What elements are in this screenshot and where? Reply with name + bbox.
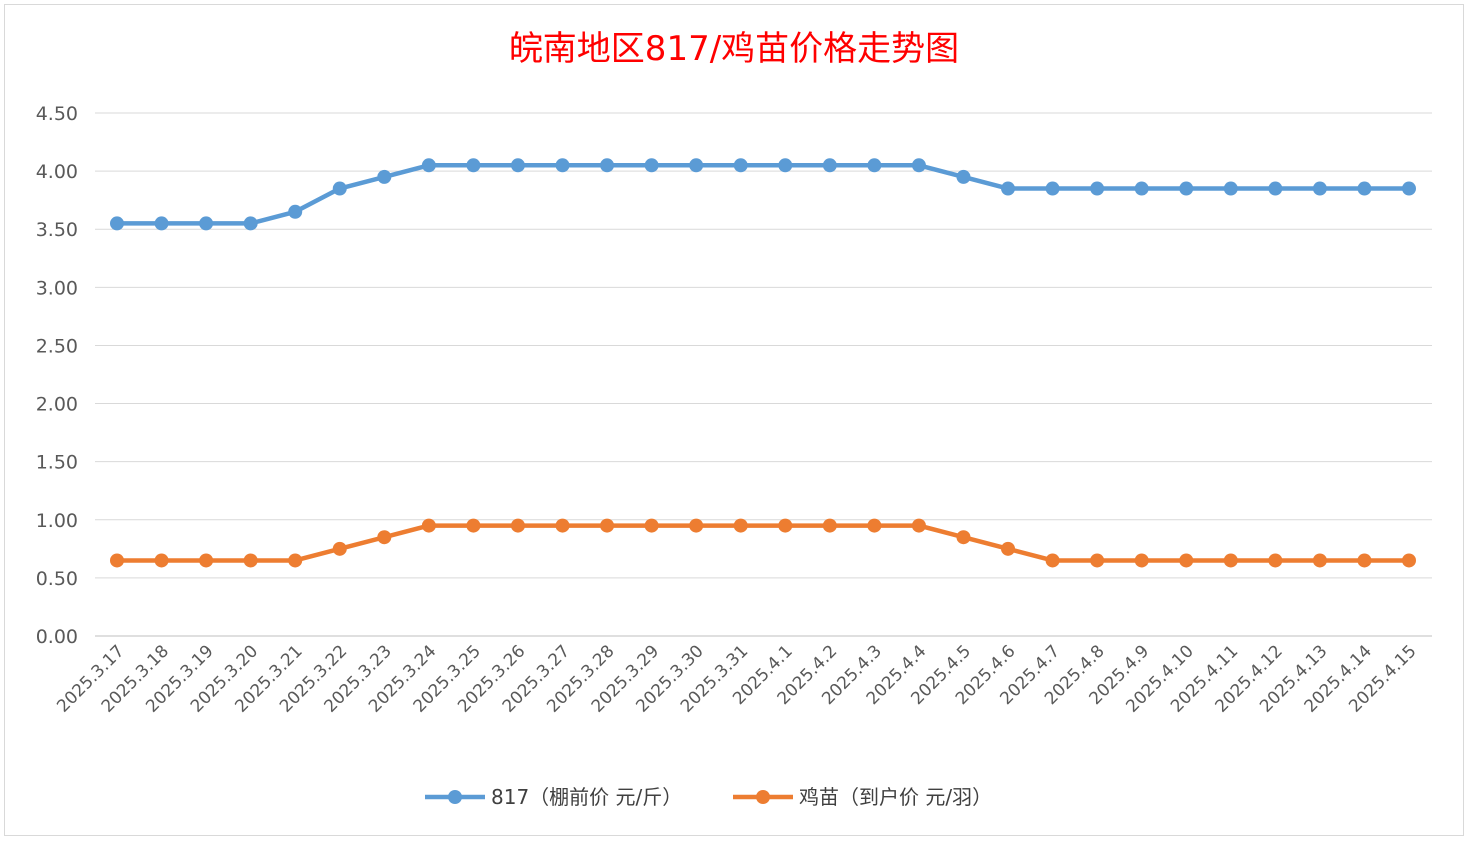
data-point bbox=[288, 553, 303, 568]
series-layer bbox=[110, 158, 1416, 568]
gridlines bbox=[95, 112, 1432, 637]
data-point bbox=[733, 518, 748, 533]
data-point bbox=[600, 518, 615, 533]
legend: 817（棚前价 元/斤） 鸡苗（到户价 元/羽） bbox=[425, 785, 992, 809]
y-tick-label: 3.50 bbox=[36, 219, 78, 241]
data-point bbox=[733, 158, 748, 173]
data-point bbox=[644, 518, 659, 533]
data-point bbox=[332, 181, 347, 196]
data-point bbox=[1357, 553, 1372, 568]
data-point bbox=[1134, 181, 1149, 196]
data-point bbox=[1223, 553, 1238, 568]
data-point bbox=[243, 553, 258, 568]
data-point bbox=[1357, 181, 1372, 196]
data-point bbox=[911, 518, 926, 533]
data-point bbox=[822, 158, 837, 173]
data-point bbox=[555, 158, 570, 173]
data-point bbox=[1268, 553, 1283, 568]
series-line bbox=[114, 163, 1412, 226]
legend-label: 817（棚前价 元/斤） bbox=[491, 785, 682, 809]
data-point bbox=[377, 530, 392, 545]
y-tick-label: 4.00 bbox=[36, 161, 78, 183]
data-point bbox=[867, 158, 882, 173]
y-tick-label: 0.00 bbox=[36, 626, 78, 648]
data-point bbox=[822, 518, 837, 533]
data-point bbox=[1045, 181, 1060, 196]
series-2 bbox=[110, 518, 1416, 568]
data-point bbox=[377, 169, 392, 184]
legend-label: 鸡苗（到户价 元/羽） bbox=[799, 785, 992, 809]
data-point bbox=[199, 553, 214, 568]
data-point bbox=[1268, 181, 1283, 196]
data-point bbox=[1001, 541, 1016, 556]
data-point bbox=[466, 158, 481, 173]
legend-swatch-marker bbox=[756, 790, 770, 804]
y-tick-label: 1.50 bbox=[36, 452, 78, 474]
data-point bbox=[644, 158, 659, 173]
data-point bbox=[1402, 181, 1416, 196]
data-point bbox=[1312, 553, 1327, 568]
data-point bbox=[1090, 181, 1105, 196]
data-point bbox=[1223, 181, 1238, 196]
y-tick-label: 1.00 bbox=[36, 510, 78, 532]
y-axis-ticks: 0.00 0.50 1.00 1.50 2.00 2.50 3.00 3.50 4.00 4.50 bbox=[36, 103, 78, 648]
y-tick-label: 3.00 bbox=[36, 277, 78, 299]
data-point bbox=[555, 518, 570, 533]
y-tick-label: 4.50 bbox=[36, 103, 78, 125]
chart-title: 皖南地区817/鸡苗价格走势图 bbox=[509, 29, 959, 69]
chart-frame bbox=[4, 4, 1464, 836]
data-point bbox=[1312, 181, 1327, 196]
data-point bbox=[1179, 181, 1194, 196]
series-1 bbox=[110, 158, 1416, 231]
series-line bbox=[114, 523, 1412, 563]
x-axis-ticks: 2025.3.172025.3.182025.3.192025.3.202025… bbox=[53, 641, 1420, 716]
data-point bbox=[510, 518, 525, 533]
data-point bbox=[778, 158, 793, 173]
data-point bbox=[689, 158, 704, 173]
data-point bbox=[510, 158, 525, 173]
data-point bbox=[1179, 553, 1194, 568]
data-point bbox=[332, 541, 347, 556]
data-point bbox=[1001, 181, 1016, 196]
legend-item: 817（棚前价 元/斤） bbox=[425, 785, 682, 809]
data-point bbox=[110, 553, 124, 568]
data-point bbox=[600, 158, 615, 173]
data-point bbox=[288, 204, 303, 219]
data-point bbox=[689, 518, 704, 533]
data-point bbox=[778, 518, 793, 533]
data-point bbox=[199, 216, 214, 231]
legend-item: 鸡苗（到户价 元/羽） bbox=[733, 785, 992, 809]
legend-swatch-marker bbox=[448, 790, 462, 804]
data-point bbox=[110, 216, 124, 231]
data-point bbox=[867, 518, 882, 533]
data-point bbox=[1045, 553, 1060, 568]
data-point bbox=[1090, 553, 1105, 568]
data-point bbox=[243, 216, 258, 231]
data-point bbox=[421, 158, 436, 173]
data-point bbox=[154, 216, 169, 231]
data-point bbox=[466, 518, 481, 533]
data-point bbox=[421, 518, 436, 533]
data-point bbox=[1134, 553, 1149, 568]
data-point bbox=[956, 530, 971, 545]
y-tick-label: 0.50 bbox=[36, 568, 78, 590]
y-tick-label: 2.50 bbox=[36, 335, 78, 357]
data-point bbox=[154, 553, 169, 568]
data-point bbox=[911, 158, 926, 173]
data-point bbox=[1402, 553, 1416, 568]
y-tick-label: 2.00 bbox=[36, 394, 78, 416]
data-point bbox=[956, 169, 971, 184]
